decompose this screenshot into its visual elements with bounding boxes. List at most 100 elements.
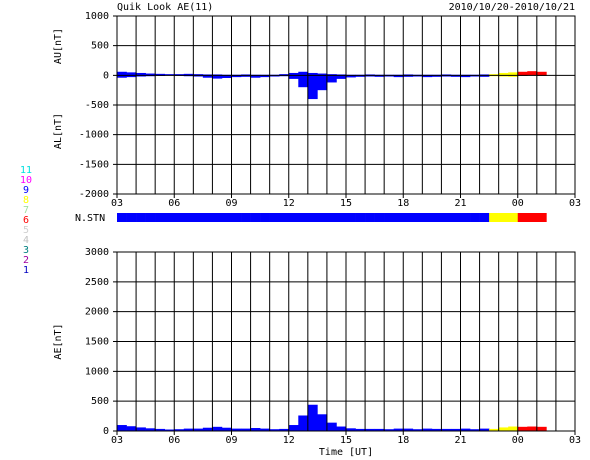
ae-bar bbox=[346, 428, 356, 431]
station-legend-label: 8 bbox=[23, 195, 29, 206]
ae-bar bbox=[431, 428, 442, 431]
au-al-bar bbox=[326, 74, 337, 83]
x-tick-label: 06 bbox=[168, 435, 180, 446]
y-tick-label: 1000 bbox=[85, 11, 109, 22]
n-stn-segment bbox=[317, 213, 328, 222]
y-tick-label: 2000 bbox=[85, 307, 109, 318]
plot-frame bbox=[116, 251, 576, 432]
ae-bar bbox=[384, 429, 395, 431]
ae-bar bbox=[470, 429, 480, 431]
au-al-bar bbox=[298, 71, 309, 88]
n-stn-segment bbox=[136, 213, 146, 222]
station-legend-label: 5 bbox=[23, 225, 29, 236]
au-al-bar bbox=[346, 74, 356, 78]
x-tick-label: 00 bbox=[512, 435, 524, 446]
x-tick-label: 03 bbox=[111, 198, 123, 209]
ae-bar bbox=[202, 427, 213, 431]
ae-bar bbox=[517, 426, 528, 431]
x-tick-label: 15 bbox=[340, 198, 352, 209]
ae-bar bbox=[145, 428, 156, 431]
ae-bar bbox=[164, 429, 175, 431]
au-al-bar bbox=[536, 71, 547, 76]
n-stn-segment bbox=[307, 213, 318, 222]
ae-bar bbox=[307, 404, 318, 431]
ae-bar bbox=[136, 427, 146, 431]
n-stn-segment bbox=[164, 213, 175, 222]
n-stn-label: N.STN bbox=[75, 213, 105, 224]
n-stn-segment bbox=[260, 213, 270, 222]
station-legend-label: 7 bbox=[23, 205, 29, 216]
ae-bar bbox=[231, 428, 242, 431]
x-tick-label: 03 bbox=[569, 435, 581, 446]
ae-bar bbox=[422, 428, 433, 431]
ae-bar bbox=[174, 429, 185, 431]
n-stn-segment bbox=[403, 213, 414, 222]
n-stn-segment bbox=[250, 213, 261, 222]
n-stn-segment bbox=[336, 213, 347, 222]
y-tick-label: 500 bbox=[91, 41, 109, 52]
station-legend-label: 2 bbox=[23, 255, 29, 266]
au-al-bar bbox=[136, 72, 146, 77]
ae-bar bbox=[298, 415, 309, 431]
ae-bar bbox=[212, 426, 223, 431]
ae-bar bbox=[193, 428, 204, 431]
ae-bar bbox=[365, 428, 375, 431]
n-stn-segment bbox=[355, 213, 366, 222]
x-tick-label: 21 bbox=[454, 435, 466, 446]
ae-bar bbox=[126, 426, 137, 431]
ae-bar bbox=[117, 425, 127, 431]
au-al-bar bbox=[508, 72, 519, 77]
y-tick-label: -500 bbox=[85, 100, 109, 111]
n-stn-segment bbox=[422, 213, 433, 222]
ae-bar bbox=[326, 422, 337, 431]
ae-bar bbox=[269, 429, 280, 431]
ae-bar bbox=[260, 428, 270, 431]
ae-bar bbox=[288, 425, 299, 431]
n-stn-segment bbox=[183, 213, 194, 222]
ae-bar bbox=[393, 428, 404, 431]
x-tick-label: 12 bbox=[283, 198, 295, 209]
ae-bar bbox=[479, 428, 490, 431]
station-legend-label: 1 bbox=[23, 265, 29, 276]
n-stn-segment bbox=[365, 213, 375, 222]
n-stn-segment bbox=[346, 213, 356, 222]
y-tick-label: 2500 bbox=[85, 277, 109, 288]
x-tick-label: 15 bbox=[340, 435, 352, 446]
x-tick-label: 09 bbox=[225, 198, 237, 209]
n-stn-segment bbox=[412, 213, 423, 222]
au-al-bar bbox=[126, 72, 137, 78]
x-tick-label: 12 bbox=[283, 435, 295, 446]
station-legend-label: 11 bbox=[20, 165, 32, 176]
n-stn-segment bbox=[508, 213, 519, 222]
n-stn-segment bbox=[193, 213, 204, 222]
n-stn-segment bbox=[498, 213, 509, 222]
n-stn-segment bbox=[126, 213, 137, 222]
au-al-bar bbox=[317, 73, 328, 91]
y-tick-label: -2000 bbox=[79, 189, 109, 200]
station-legend-label: 9 bbox=[23, 185, 29, 196]
au-al-bar bbox=[517, 71, 528, 76]
ae-bar bbox=[336, 426, 347, 431]
ae-bar bbox=[155, 428, 166, 431]
au-al-bar bbox=[307, 72, 318, 100]
y-tick-label: 3000 bbox=[85, 247, 109, 258]
n-stn-segment bbox=[431, 213, 442, 222]
au-al-bar bbox=[260, 74, 270, 78]
n-stn-segment bbox=[221, 213, 232, 222]
n-stn-segment bbox=[202, 213, 213, 222]
x-tick-label: 06 bbox=[168, 198, 180, 209]
ae-bar bbox=[460, 428, 471, 431]
n-stn-segment bbox=[479, 213, 490, 222]
ae-bar bbox=[412, 429, 423, 431]
y-axis-label: AU[nT] bbox=[53, 28, 64, 64]
station-legend-label: 10 bbox=[20, 175, 32, 186]
n-stn-segment bbox=[269, 213, 280, 222]
ae-bar bbox=[221, 427, 232, 431]
y-tick-label: 0 bbox=[103, 70, 109, 81]
au-al-bar bbox=[212, 74, 223, 79]
au-al-bar bbox=[422, 74, 433, 78]
y-tick-label: 0 bbox=[103, 426, 109, 437]
n-stn-segment bbox=[460, 213, 471, 222]
ae-bar bbox=[183, 428, 194, 431]
ae-bar bbox=[279, 428, 290, 431]
